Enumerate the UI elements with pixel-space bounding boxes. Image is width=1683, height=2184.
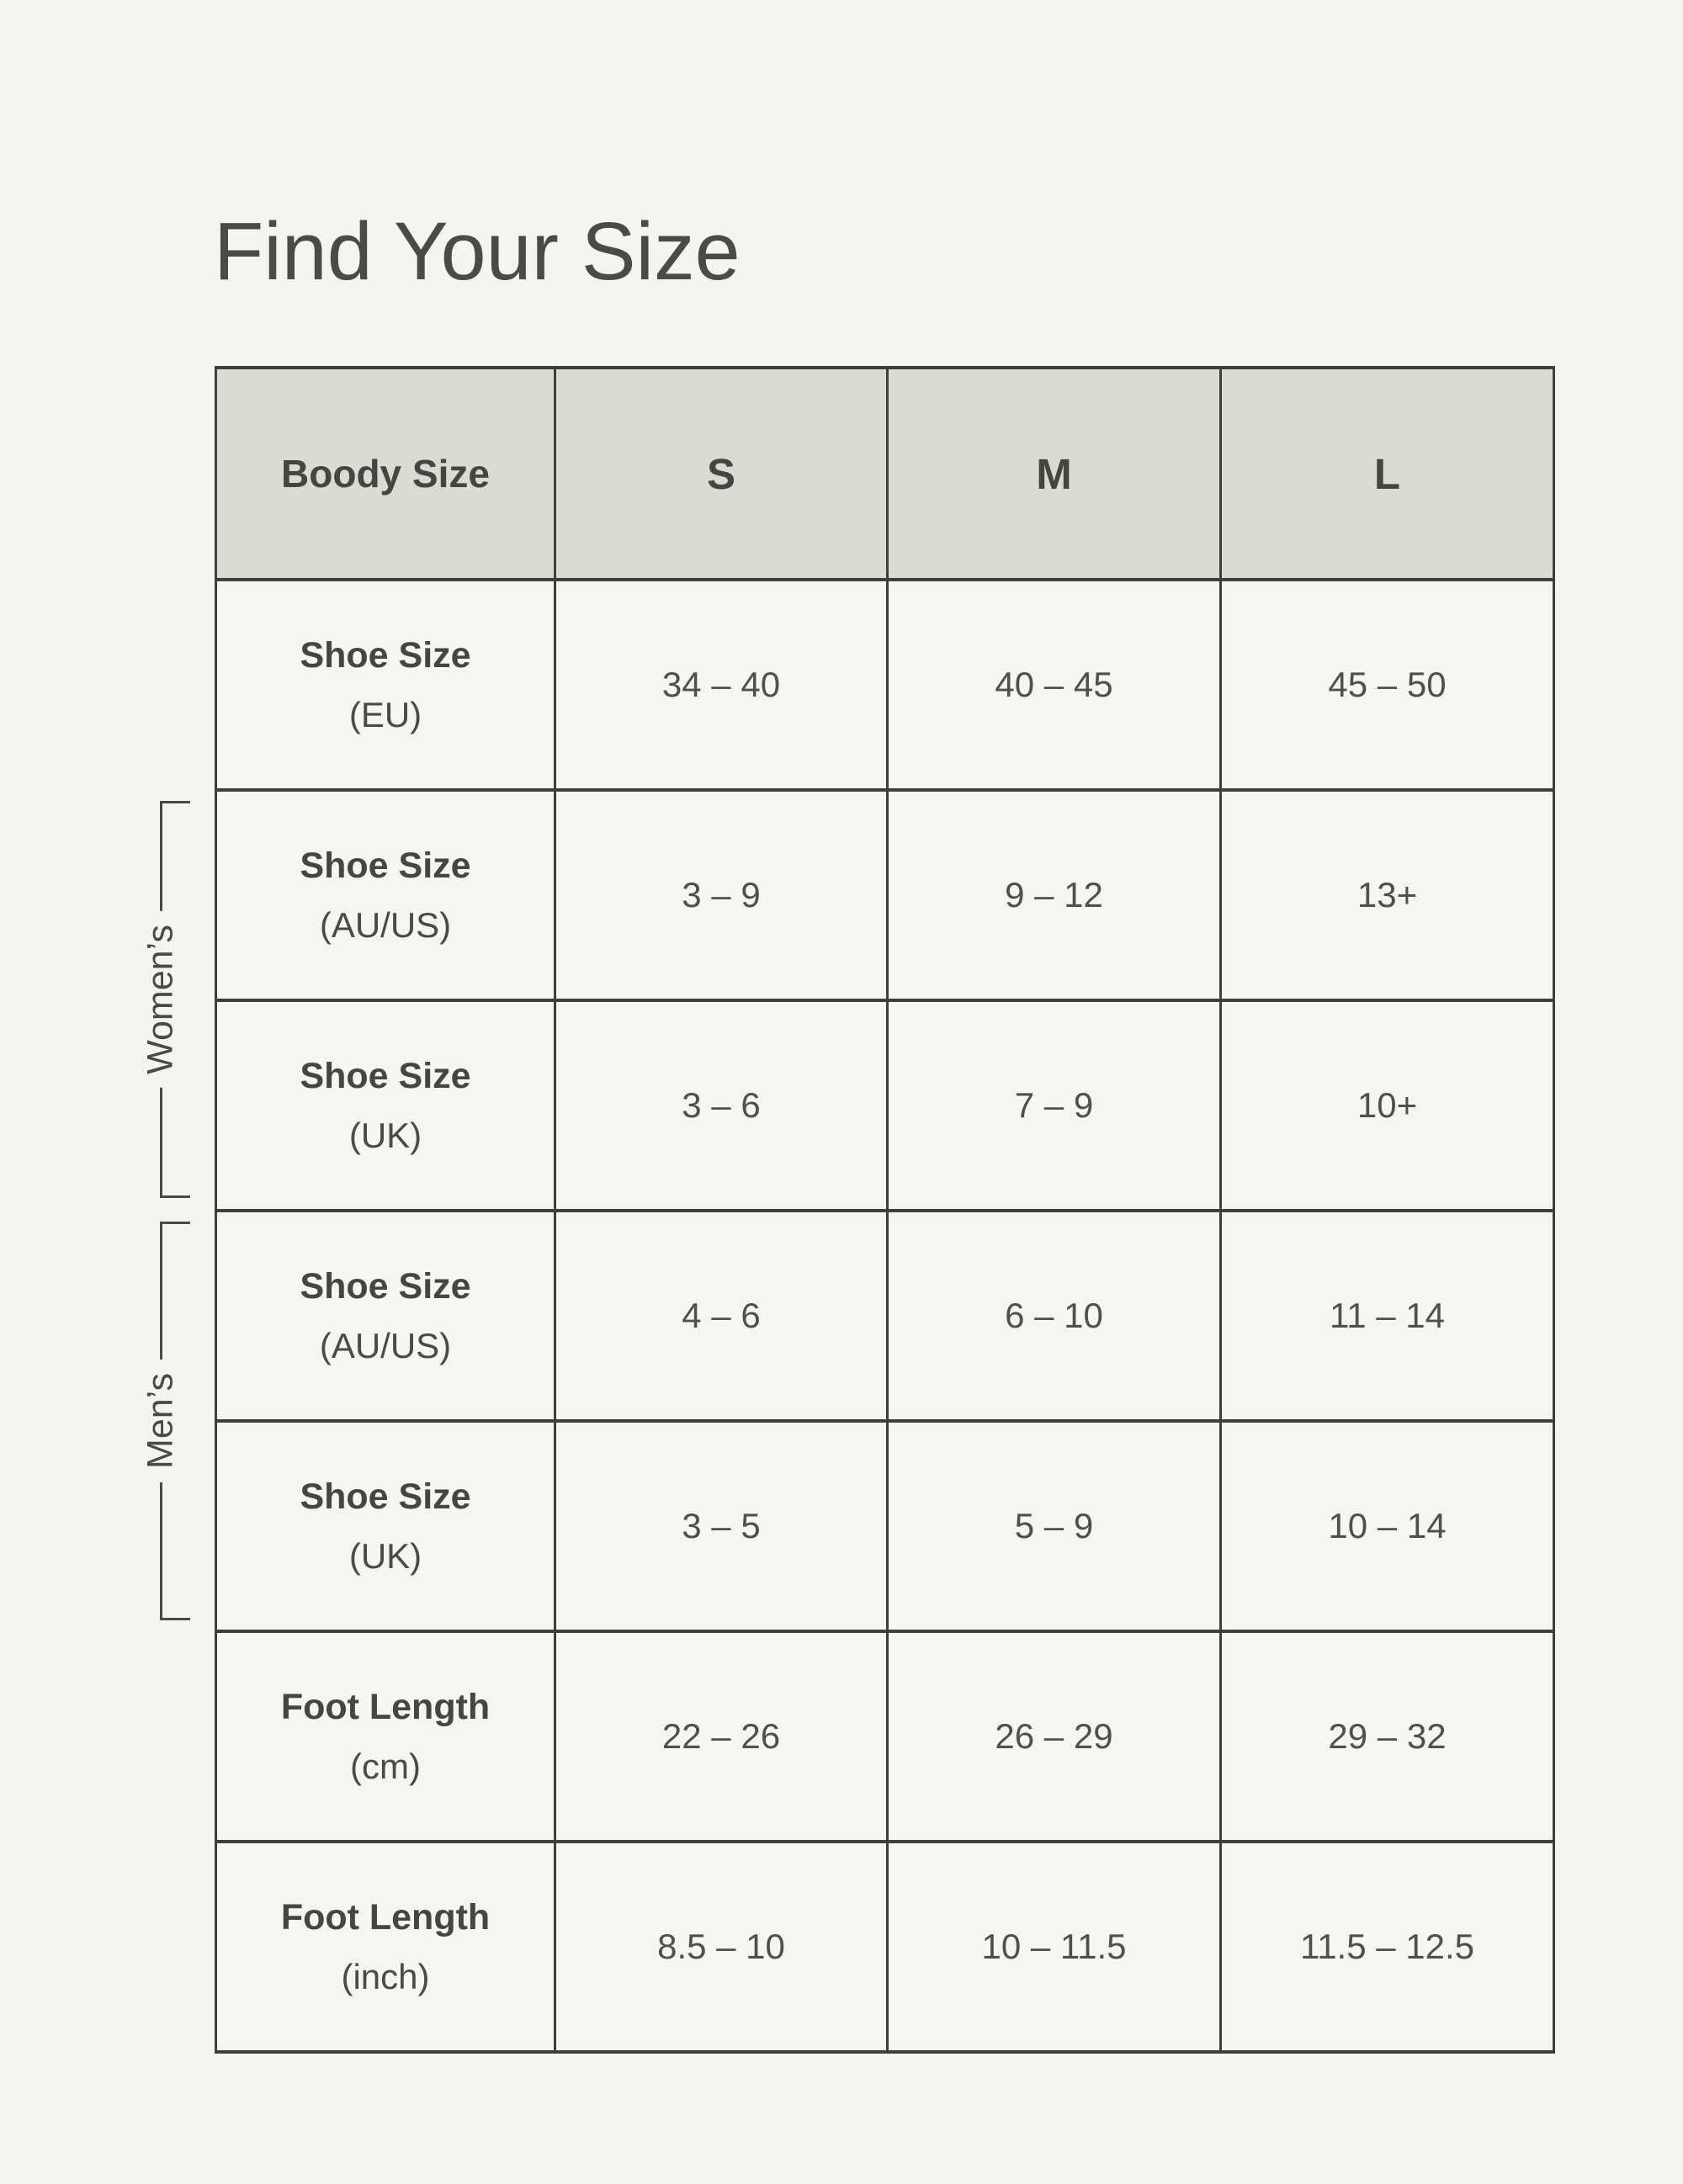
size-cell: 13+ [1219,788,1555,1002]
row-header-womens-uk: Shoe Size (UK) [215,999,556,1212]
size-cell: 6 – 10 [886,1209,1222,1423]
size-cell: 34 – 40 [554,578,889,792]
size-cell: 7 – 9 [886,999,1222,1212]
table-row-mens-shoe-size-uk: Shoe Size (UK) 3 – 5 5 – 9 10 – 14 [215,1419,1555,1633]
size-cell: 45 – 50 [1219,578,1555,792]
row-label: Shoe Size [300,846,471,887]
size-cell: 29 – 32 [1219,1630,1555,1843]
size-cell: 40 – 45 [886,578,1222,792]
womens-group-label: Women’s [140,911,182,1088]
row-sublabel: (UK) [348,1535,422,1576]
table-row-womens-shoe-size-uk: Shoe Size (UK) 3 – 6 7 – 9 10+ [215,999,1555,1212]
size-cell: 22 – 26 [554,1630,889,1843]
size-cell: 10+ [1219,999,1555,1212]
row-label: Foot Length [280,1897,491,1938]
size-cell: 26 – 29 [886,1630,1222,1843]
size-cell: 8.5 – 10 [554,1840,889,2054]
page-title: Find Your Size [214,204,741,297]
size-cell: 10 – 11.5 [886,1840,1222,2054]
size-l-label: L [1373,449,1401,498]
row-header-mens-auus: Shoe Size (AU/US) [215,1209,556,1423]
size-m-label: M [1036,449,1072,498]
row-label: Shoe Size [300,635,471,676]
header-cell-boody-size: Boody Size [215,366,556,581]
row-sublabel: (cm) [350,1746,421,1786]
row-label: Shoe Size [300,1266,471,1307]
header-label: Boody Size [281,452,490,496]
row-header-mens-uk: Shoe Size (UK) [215,1419,556,1633]
table-row-womens-shoe-size-auus: Shoe Size (AU/US) 3 – 9 9 – 12 13+ [215,788,1555,1002]
size-cell: 11 – 14 [1219,1209,1555,1423]
table-header-row: Boody Size S M L [215,366,1555,581]
womens-group-bracket: Women’s [140,801,190,1198]
size-cell: 9 – 12 [886,788,1222,1002]
size-cell: 3 – 6 [554,999,889,1212]
size-cell: 4 – 6 [554,1209,889,1423]
row-sublabel: (inch) [341,1956,430,1996]
row-sublabel: (EU) [348,694,422,734]
size-cell: 5 – 9 [886,1419,1222,1633]
size-cell: 3 – 9 [554,788,889,1002]
row-label: Shoe Size [300,1476,471,1518]
row-sublabel: (AU/US) [319,1325,452,1365]
mens-group-bracket: Men’s [140,1222,190,1620]
header-cell-size-l: L [1219,366,1555,581]
mens-group-label: Men’s [140,1360,182,1482]
table-row-mens-shoe-size-auus: Shoe Size (AU/US) 4 – 6 6 – 10 11 – 14 [215,1209,1555,1423]
row-header-foot-length-inch: Foot Length (inch) [215,1840,556,2054]
size-s-label: S [706,449,736,498]
row-header-foot-length-cm: Foot Length (cm) [215,1630,556,1843]
size-cell: 10 – 14 [1219,1419,1555,1633]
size-chart-table: Boody Size S M L Shoe Size (EU) 34 – 40 … [215,366,1555,2054]
size-cell: 11.5 – 12.5 [1219,1840,1555,2054]
table-row-foot-length-inch: Foot Length (inch) 8.5 – 10 10 – 11.5 11… [215,1840,1555,2054]
row-sublabel: (AU/US) [319,904,452,945]
row-label: Foot Length [280,1687,491,1728]
table-row-shoe-size-eu: Shoe Size (EU) 34 – 40 40 – 45 45 – 50 [215,578,1555,792]
row-header-shoe-size-eu: Shoe Size (EU) [215,578,556,792]
size-cell: 3 – 5 [554,1419,889,1633]
header-cell-size-m: M [886,366,1222,581]
row-label: Shoe Size [300,1056,471,1097]
header-cell-size-s: S [554,366,889,581]
row-header-womens-auus: Shoe Size (AU/US) [215,788,556,1002]
table-row-foot-length-cm: Foot Length (cm) 22 – 26 26 – 29 29 – 32 [215,1630,1555,1843]
row-sublabel: (UK) [348,1115,422,1155]
